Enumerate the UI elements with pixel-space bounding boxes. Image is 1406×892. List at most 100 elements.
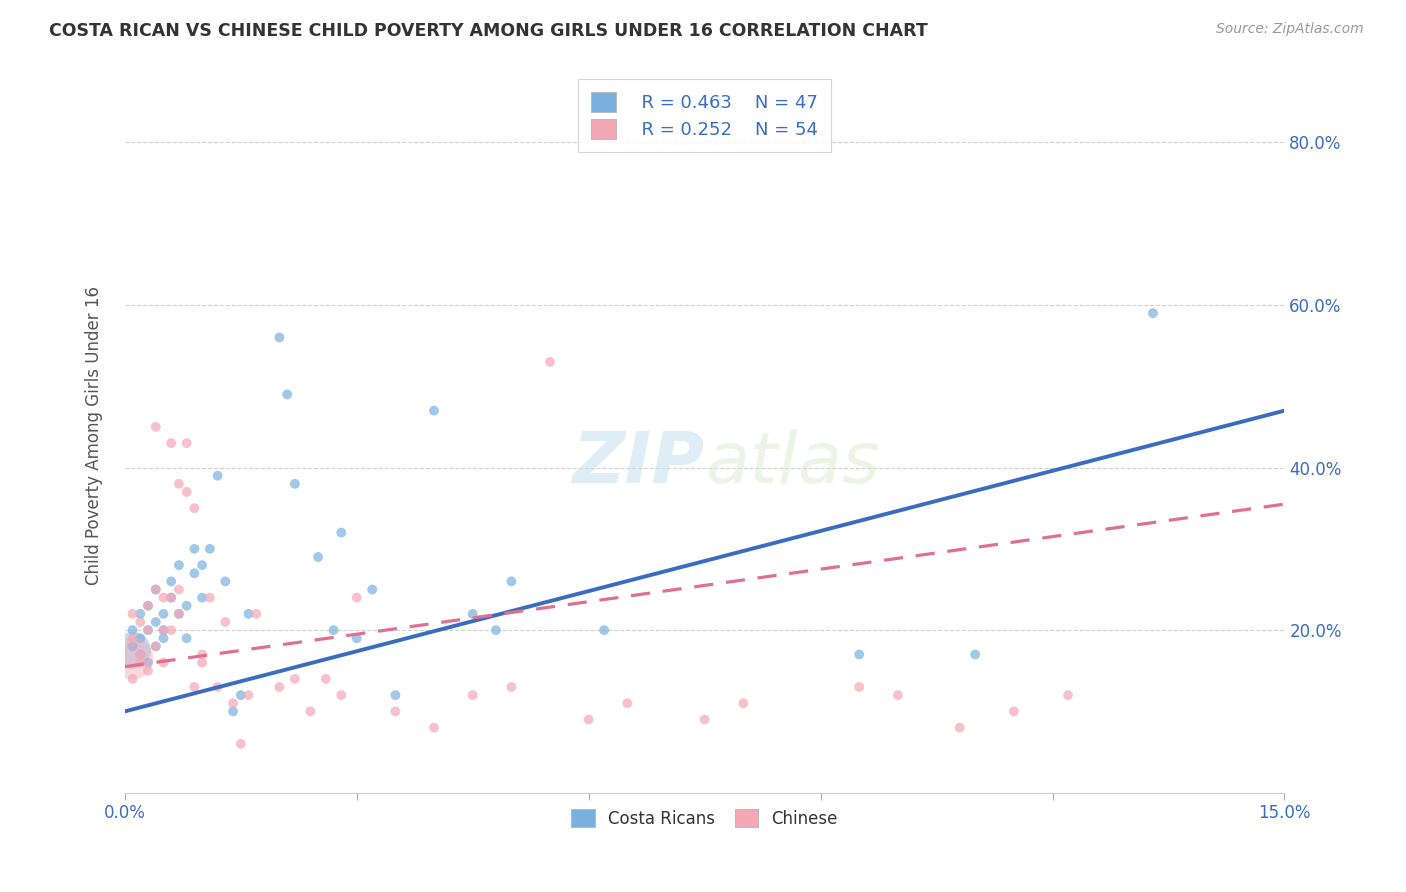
- Point: [222, 705, 245, 719]
- Point: [501, 680, 523, 694]
- Point: [121, 672, 143, 686]
- Point: [176, 632, 198, 646]
- Point: [693, 713, 716, 727]
- Point: [191, 648, 214, 662]
- Legend: Costa Ricans, Chinese: Costa Ricans, Chinese: [565, 803, 845, 834]
- Point: [461, 688, 484, 702]
- Point: [299, 705, 322, 719]
- Point: [315, 672, 337, 686]
- Point: [191, 656, 214, 670]
- Point: [538, 355, 561, 369]
- Point: [284, 672, 307, 686]
- Point: [346, 591, 368, 605]
- Text: COSTA RICAN VS CHINESE CHILD POVERTY AMONG GIRLS UNDER 16 CORRELATION CHART: COSTA RICAN VS CHINESE CHILD POVERTY AMO…: [49, 22, 928, 40]
- Point: [121, 643, 143, 657]
- Point: [152, 632, 174, 646]
- Point: [384, 688, 406, 702]
- Point: [145, 582, 167, 597]
- Point: [1057, 688, 1080, 702]
- Point: [269, 330, 291, 344]
- Point: [198, 591, 221, 605]
- Point: [330, 525, 353, 540]
- Point: [160, 623, 183, 637]
- Text: Source: ZipAtlas.com: Source: ZipAtlas.com: [1216, 22, 1364, 37]
- Point: [145, 640, 167, 654]
- Point: [501, 574, 523, 589]
- Point: [121, 640, 143, 654]
- Point: [307, 549, 329, 564]
- Point: [136, 656, 159, 670]
- Point: [136, 623, 159, 637]
- Point: [384, 705, 406, 719]
- Point: [848, 648, 870, 662]
- Point: [198, 541, 221, 556]
- Point: [145, 615, 167, 629]
- Point: [207, 468, 229, 483]
- Point: [284, 476, 307, 491]
- Point: [578, 713, 600, 727]
- Point: [160, 436, 183, 450]
- Point: [222, 696, 245, 710]
- Point: [167, 582, 190, 597]
- Point: [183, 541, 205, 556]
- Point: [160, 591, 183, 605]
- Point: [848, 680, 870, 694]
- Point: [129, 648, 152, 662]
- Point: [176, 599, 198, 613]
- Point: [160, 591, 183, 605]
- Point: [1142, 306, 1164, 320]
- Point: [214, 615, 236, 629]
- Point: [136, 664, 159, 678]
- Point: [461, 607, 484, 621]
- Point: [167, 607, 190, 621]
- Point: [145, 420, 167, 434]
- Point: [121, 651, 143, 665]
- Point: [176, 485, 198, 500]
- Point: [733, 696, 755, 710]
- Point: [129, 615, 152, 629]
- Point: [346, 632, 368, 646]
- Point: [593, 623, 616, 637]
- Point: [121, 607, 143, 621]
- Point: [152, 656, 174, 670]
- Y-axis label: Child Poverty Among Girls Under 16: Child Poverty Among Girls Under 16: [86, 285, 103, 584]
- Point: [145, 582, 167, 597]
- Point: [167, 607, 190, 621]
- Point: [616, 696, 638, 710]
- Point: [330, 688, 353, 702]
- Point: [152, 591, 174, 605]
- Point: [322, 623, 344, 637]
- Point: [238, 688, 260, 702]
- Point: [423, 721, 446, 735]
- Point: [183, 566, 205, 581]
- Point: [160, 574, 183, 589]
- Point: [949, 721, 972, 735]
- Point: [121, 632, 143, 646]
- Point: [207, 680, 229, 694]
- Point: [152, 607, 174, 621]
- Point: [167, 476, 190, 491]
- Point: [276, 387, 298, 401]
- Point: [485, 623, 508, 637]
- Point: [245, 607, 267, 621]
- Point: [229, 688, 252, 702]
- Point: [1002, 705, 1025, 719]
- Point: [129, 648, 152, 662]
- Point: [176, 436, 198, 450]
- Point: [136, 599, 159, 613]
- Point: [191, 591, 214, 605]
- Point: [423, 403, 446, 417]
- Point: [214, 574, 236, 589]
- Point: [136, 623, 159, 637]
- Text: atlas: atlas: [704, 429, 879, 498]
- Point: [183, 680, 205, 694]
- Point: [129, 656, 152, 670]
- Point: [887, 688, 910, 702]
- Point: [129, 607, 152, 621]
- Point: [191, 558, 214, 573]
- Point: [145, 640, 167, 654]
- Point: [129, 632, 152, 646]
- Point: [238, 607, 260, 621]
- Point: [361, 582, 384, 597]
- Point: [167, 558, 190, 573]
